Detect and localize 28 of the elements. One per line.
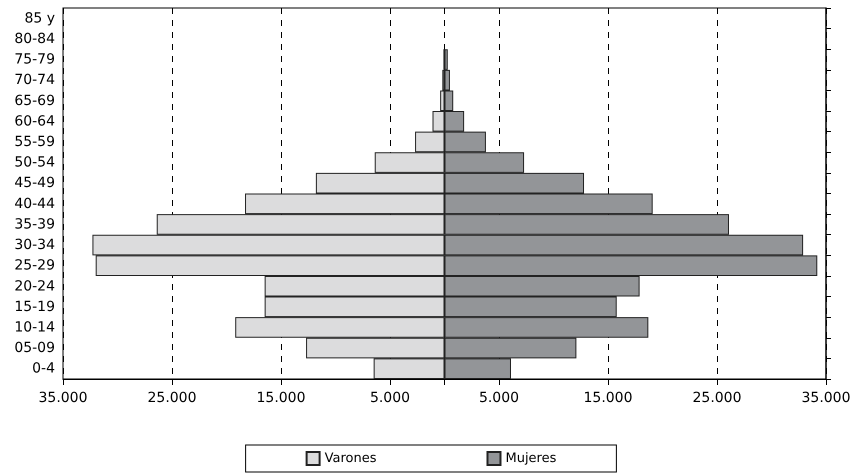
y-tick-label: 85 y (24, 10, 55, 26)
x-tick-label: 5.000 (370, 390, 410, 406)
x-tick-label: 15.000 (256, 390, 306, 406)
y-tick-label: 70-74 (14, 72, 56, 88)
x-tick-label: 5.000 (478, 390, 520, 406)
x-tick-label: 35.000 (802, 390, 850, 406)
y-tick-label: 05-09 (14, 340, 55, 356)
y-tick-label: 35-39 (14, 216, 55, 232)
legend-label: Mujeres (505, 451, 557, 466)
y-tick-label: 0-4 (32, 360, 56, 377)
y-tick-label: 80-84 (14, 30, 56, 47)
y-tick-label: 20-24 (14, 278, 56, 294)
y-tick-label: 40-44 (14, 196, 56, 212)
y-tick-label: 25-29 (14, 258, 55, 274)
y-tick-label: 50-54 (14, 154, 56, 171)
y-tick-label: 30-34 (14, 237, 56, 254)
y-tick-label: 45-49 (14, 175, 55, 192)
x-tick-label: 25.000 (148, 390, 196, 406)
y-tick-label: 55-59 (14, 134, 55, 150)
legend-label: Varones (324, 451, 377, 466)
x-tick-label: 35.000 (38, 390, 88, 406)
y-tick-label: 60-64 (14, 113, 56, 130)
x-tick-label: 15.000 (584, 390, 632, 406)
x-tick-label: 25.000 (692, 390, 742, 406)
y-tick-label: 75-79 (14, 52, 55, 68)
y-tick-label: 15-19 (14, 298, 55, 315)
y-tick-label: 65-69 (14, 92, 55, 109)
y-tick-label: 10-14 (14, 319, 56, 336)
